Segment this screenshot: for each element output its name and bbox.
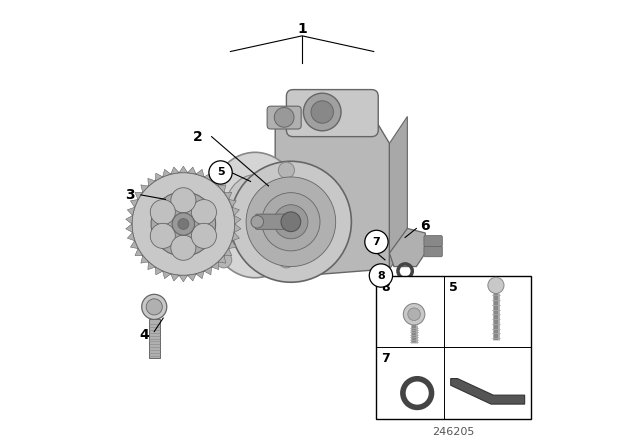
- Polygon shape: [228, 241, 236, 249]
- Circle shape: [275, 108, 294, 127]
- Polygon shape: [234, 215, 241, 224]
- FancyBboxPatch shape: [424, 246, 442, 257]
- Polygon shape: [232, 207, 239, 215]
- Polygon shape: [188, 167, 196, 174]
- Polygon shape: [171, 274, 179, 281]
- Circle shape: [230, 161, 351, 282]
- Circle shape: [209, 161, 232, 184]
- Circle shape: [216, 252, 232, 268]
- Polygon shape: [196, 271, 204, 279]
- Polygon shape: [171, 167, 179, 174]
- Polygon shape: [141, 256, 148, 263]
- Circle shape: [278, 252, 294, 268]
- Text: 246205: 246205: [432, 427, 474, 437]
- Polygon shape: [135, 192, 143, 199]
- Polygon shape: [131, 199, 138, 207]
- Circle shape: [365, 230, 388, 254]
- Polygon shape: [155, 267, 163, 275]
- Polygon shape: [234, 224, 241, 233]
- Polygon shape: [148, 262, 155, 270]
- Text: 5: 5: [449, 281, 458, 294]
- Polygon shape: [163, 271, 171, 279]
- Polygon shape: [149, 319, 159, 358]
- Circle shape: [150, 200, 175, 225]
- Circle shape: [262, 193, 320, 251]
- Polygon shape: [218, 256, 226, 263]
- Polygon shape: [127, 207, 134, 215]
- Polygon shape: [135, 249, 143, 256]
- Bar: [376, 276, 531, 419]
- Polygon shape: [131, 241, 138, 249]
- Circle shape: [281, 212, 301, 232]
- Circle shape: [303, 93, 341, 131]
- Circle shape: [172, 213, 195, 235]
- Polygon shape: [179, 276, 188, 282]
- Circle shape: [171, 235, 196, 260]
- Polygon shape: [155, 173, 163, 181]
- Circle shape: [132, 172, 235, 276]
- Circle shape: [274, 205, 308, 239]
- Ellipse shape: [206, 152, 305, 278]
- Polygon shape: [196, 169, 204, 177]
- Text: 6: 6: [420, 219, 430, 233]
- Circle shape: [178, 219, 189, 229]
- Circle shape: [246, 177, 336, 267]
- Circle shape: [191, 223, 216, 248]
- Circle shape: [251, 215, 264, 228]
- Text: 7: 7: [372, 237, 380, 247]
- Circle shape: [171, 188, 196, 213]
- Text: 4: 4: [140, 328, 149, 342]
- Polygon shape: [389, 116, 408, 269]
- Polygon shape: [451, 379, 525, 404]
- Ellipse shape: [224, 175, 287, 255]
- Circle shape: [278, 162, 294, 178]
- Circle shape: [408, 308, 420, 320]
- Polygon shape: [188, 274, 196, 281]
- Text: 2: 2: [193, 129, 203, 144]
- Polygon shape: [148, 178, 155, 186]
- Circle shape: [216, 162, 232, 178]
- Polygon shape: [204, 267, 212, 275]
- Circle shape: [150, 223, 175, 248]
- Polygon shape: [126, 224, 132, 233]
- Polygon shape: [228, 199, 236, 207]
- Text: 1: 1: [297, 22, 307, 36]
- Text: 3: 3: [125, 188, 134, 202]
- Polygon shape: [127, 233, 134, 241]
- Text: 8: 8: [381, 281, 390, 294]
- Polygon shape: [218, 185, 226, 192]
- FancyBboxPatch shape: [255, 214, 293, 229]
- Polygon shape: [163, 169, 171, 177]
- Polygon shape: [141, 185, 148, 192]
- Polygon shape: [212, 178, 219, 186]
- Text: 8: 8: [377, 271, 385, 280]
- Polygon shape: [224, 192, 232, 199]
- Text: 5: 5: [217, 168, 225, 177]
- FancyBboxPatch shape: [287, 90, 378, 137]
- Circle shape: [191, 200, 216, 225]
- Circle shape: [488, 277, 504, 293]
- Polygon shape: [204, 173, 212, 181]
- Circle shape: [403, 303, 425, 325]
- Polygon shape: [389, 228, 425, 267]
- Circle shape: [146, 299, 163, 315]
- Circle shape: [283, 214, 299, 230]
- Polygon shape: [232, 233, 239, 241]
- Circle shape: [369, 264, 392, 287]
- Circle shape: [151, 192, 216, 256]
- Circle shape: [311, 101, 333, 123]
- Polygon shape: [212, 262, 219, 270]
- Circle shape: [141, 294, 167, 319]
- FancyBboxPatch shape: [424, 236, 442, 246]
- Polygon shape: [179, 166, 188, 172]
- Polygon shape: [224, 249, 232, 256]
- Text: 7: 7: [381, 352, 390, 365]
- Polygon shape: [275, 112, 389, 278]
- Polygon shape: [126, 215, 132, 224]
- FancyBboxPatch shape: [267, 106, 301, 129]
